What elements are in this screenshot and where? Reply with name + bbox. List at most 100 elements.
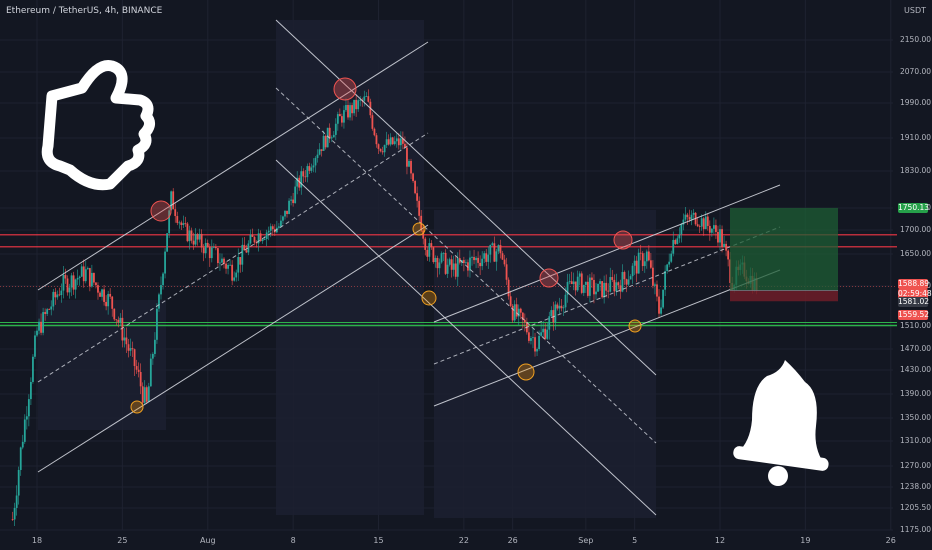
candle [355,99,358,110]
candle [208,247,211,259]
candle [717,231,719,243]
candle [363,96,366,101]
candle [542,328,545,333]
candle [395,138,398,142]
bell-icon [733,360,829,486]
candle [194,234,197,245]
candle [615,282,618,292]
candle [172,191,175,210]
candle [572,281,575,285]
candle [239,257,242,265]
candle [359,99,362,101]
candle [501,253,504,260]
candle [442,252,445,254]
candle [389,137,392,145]
long-position-tool[interactable] [730,207,838,302]
candle [645,251,648,262]
candle [68,287,71,293]
candle [430,243,433,248]
candle [245,250,248,253]
candle [105,301,108,307]
candle [263,239,266,240]
candle [404,143,406,148]
candle [206,242,209,248]
candle [133,349,136,367]
candle [66,278,69,293]
candle [493,243,496,262]
candle [603,282,606,298]
candle [231,264,234,281]
shaded-zone [38,300,166,430]
candle [393,141,396,145]
time-tick-label: 18 [31,536,43,545]
candle [56,294,59,298]
channel-line [275,87,657,444]
candle [721,229,723,247]
candle [416,193,419,201]
candle [428,243,431,257]
bell-clapper [768,466,788,486]
candle [95,282,97,286]
candle [391,137,394,145]
candle [121,317,124,341]
candle [656,284,658,297]
candle [310,167,313,171]
candle [282,216,284,221]
target-zone [730,207,838,291]
candle [117,319,120,323]
candle [617,282,620,286]
candle [182,223,185,226]
candle [637,252,640,274]
candle [643,261,646,267]
candle [345,105,347,111]
candle [44,312,47,314]
candle [452,263,455,270]
candle [660,307,662,314]
candle [88,268,91,287]
candle [251,234,254,237]
candle [188,230,191,242]
candle [456,258,459,277]
candle [450,259,453,270]
candle [219,262,221,264]
candle [326,127,329,148]
candle [477,257,480,263]
candle [277,226,280,228]
candle [631,265,634,277]
candle [410,160,412,174]
candle [438,262,441,269]
candle [64,274,67,279]
candle [212,247,215,248]
swing-high-marker [539,268,559,288]
candle [82,266,85,282]
candle [684,214,687,220]
candle [552,310,555,323]
candle [662,289,664,308]
candle [330,137,333,139]
candle [107,293,110,307]
candle [467,262,469,271]
candle [690,214,693,220]
candle [62,274,65,291]
candle [38,321,40,331]
candle [93,272,95,283]
swing-low-marker [412,222,426,236]
candle [723,243,725,247]
thumbs-up-icon [41,60,155,191]
candle [625,279,628,285]
price-tick-label: 1700.00 [900,225,932,234]
candle [511,305,514,321]
candle [558,305,561,309]
candle [422,230,425,239]
candle [385,139,388,146]
candle [530,338,532,341]
price-tick-label: 2070.00 [900,67,932,76]
candle [58,294,61,296]
candle [314,157,317,166]
candle [548,316,551,330]
candle [698,226,701,227]
candle [652,267,654,286]
time-tick-label: 25 [117,536,128,545]
candle [564,294,567,308]
